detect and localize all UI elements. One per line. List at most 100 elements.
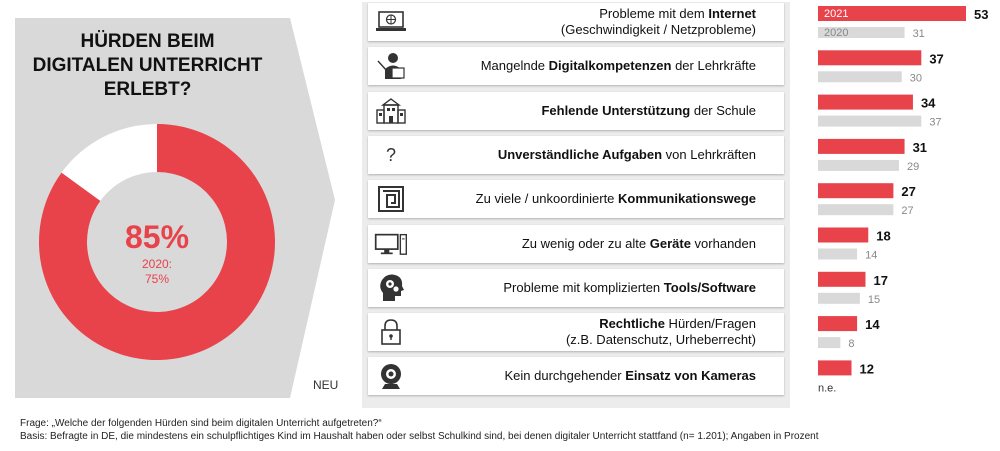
hurdle-label-line2: (Geschwindigkeit / Netzprobleme) bbox=[560, 22, 756, 37]
bar-2020-value-label: 27 bbox=[901, 205, 913, 217]
bar-2021 bbox=[818, 227, 869, 243]
hurdle-label-post: Hürden/Fragen bbox=[664, 316, 756, 332]
hurdle-row: Zu wenig oder zu alte Geräte vorhanden bbox=[368, 224, 784, 263]
hurdle-row: Zu viele / unkoordinierte Kommunikations… bbox=[368, 180, 784, 219]
donut-chart bbox=[39, 124, 276, 360]
hurdle-label-pre: Probleme mit komplizierten bbox=[503, 279, 664, 295]
hurdle-label-bold: Tools/Software bbox=[663, 279, 756, 295]
hurdle-label-line: Kein durchgehender Einsatz von Kameras bbox=[505, 368, 756, 384]
footer-basis: Basis: Befragte in DE, die mindestens ei… bbox=[20, 431, 819, 442]
bar-2020-value-label: 31 bbox=[913, 28, 925, 40]
bar-2021-value-label: 53 bbox=[974, 7, 988, 22]
donut-panel-background: 85% 2020: 75% bbox=[15, 18, 335, 398]
bar-2021-value-label: 18 bbox=[876, 229, 890, 244]
donut-prev-value-label: 75% bbox=[145, 272, 169, 286]
hurdle-label-bold: Rechtliche bbox=[599, 316, 665, 332]
bar-2020 bbox=[818, 159, 899, 171]
bar-2021 bbox=[818, 316, 858, 332]
hurdle-label-pre: Mangelnde bbox=[480, 58, 549, 74]
bar-2020 bbox=[818, 115, 922, 127]
donut-value-label: 85% bbox=[125, 219, 189, 255]
bar-2021 bbox=[818, 138, 905, 154]
donut-slice-rest bbox=[61, 124, 157, 201]
webcam-icon bbox=[374, 361, 408, 391]
bar-2021 bbox=[818, 360, 852, 376]
bar-2020-value-label: n.e. bbox=[818, 382, 836, 394]
svg-text:?: ? bbox=[386, 145, 396, 165]
bar-2020 bbox=[818, 248, 858, 260]
legend-2020-label: 2020 bbox=[824, 27, 848, 39]
hurdle-label-line: Fehlende Unterstützung der Schule bbox=[541, 103, 756, 119]
bar-2020 bbox=[818, 71, 902, 83]
bar-2021-value-label: 14 bbox=[865, 317, 880, 332]
hurdle-label-line: Zu viele / unkoordinierte Kommunikations… bbox=[476, 191, 756, 207]
bar-2021 bbox=[818, 183, 894, 199]
hurdle-row: Mangelnde Digitalkompetenzen der Lehrkrä… bbox=[368, 47, 784, 86]
hurdle-label-post: der Schule bbox=[690, 102, 756, 118]
bar-2021 bbox=[818, 6, 966, 21]
bar-2021-value-label: 31 bbox=[913, 140, 927, 155]
desktop-computer-icon bbox=[374, 229, 408, 259]
hurdle-row: Fehlende Unterstützung der Schule bbox=[368, 91, 784, 130]
hurdle-row: Probleme mit komplizierten Tools/Softwar… bbox=[368, 268, 784, 307]
bar-2020-value-label: 14 bbox=[865, 250, 877, 262]
hurdle-label: Mangelnde Digitalkompetenzen der Lehrkrä… bbox=[396, 47, 756, 85]
hurdle-label-line: Unverständliche Aufgaben von Lehrkräften bbox=[498, 147, 756, 163]
hurdle-label-pre: Probleme mit dem bbox=[599, 6, 709, 21]
bar-2020-value-label: 8 bbox=[848, 338, 854, 350]
bar-2020-value-label: 15 bbox=[868, 294, 880, 306]
footer-question: Frage: „Welche der folgenden Hürden sind… bbox=[20, 418, 382, 429]
bar-2020 bbox=[818, 337, 841, 349]
hurdle-label-post: vorhanden bbox=[690, 235, 756, 251]
legend-2021-label: 2021 bbox=[824, 8, 848, 20]
bar-2020 bbox=[818, 27, 905, 38]
bar-2021 bbox=[818, 271, 866, 287]
hurdle-label-bold: Fehlende Unterstützung bbox=[541, 102, 691, 118]
hurdle-label-post: von Lehrkräften bbox=[662, 146, 756, 162]
hurdle-label-line2: (z.B. Datenschutz, Urheberrecht) bbox=[565, 332, 756, 348]
bar-2021-value-label: 12 bbox=[860, 361, 874, 376]
bar-2020 bbox=[818, 292, 860, 304]
hurdle-label: Probleme mit dem Internet (Geschwindigkei… bbox=[396, 3, 756, 41]
hurdle-label: Fehlende Unterstützung der Schule bbox=[396, 92, 756, 130]
head-gears-icon bbox=[374, 273, 408, 303]
hurdle-label-line: Probleme mit dem Internet bbox=[599, 6, 756, 22]
hurdle-label-bold: Einsatz von Kameras bbox=[625, 368, 756, 384]
hurdle-label-bold: Internet bbox=[708, 6, 756, 21]
hurdle-label-bold: Kommunikationswege bbox=[618, 191, 756, 207]
laptop-globe-icon bbox=[374, 7, 408, 37]
hurdle-label: Rechtliche Hürden/Fragen (z.B. Datenschut… bbox=[396, 313, 756, 351]
bar-2021-value-label: 37 bbox=[929, 51, 943, 66]
bar-2020-value-label: 29 bbox=[907, 161, 919, 173]
hurdle-label-line: Zu wenig oder zu alte Geräte vorhanden bbox=[522, 236, 756, 252]
donut-panel: 85% 2020: 75% HÜRDEN BEIM DIGITALEN UNTE… bbox=[0, 0, 360, 410]
question-mark-icon: ? bbox=[374, 140, 408, 170]
hurdle-label: Zu viele / unkoordinierte Kommunikations… bbox=[396, 180, 756, 218]
footer: Frage: „Welche der folgenden Hürden sind… bbox=[20, 417, 819, 443]
bar-2020 bbox=[818, 204, 894, 216]
hurdle-label-line: Probleme mit komplizierten Tools/Softwar… bbox=[503, 280, 756, 296]
bar-2021-value-label: 34 bbox=[921, 96, 936, 111]
neu-label: NEU bbox=[313, 378, 339, 392]
school-building-icon bbox=[374, 96, 408, 126]
maze-icon bbox=[374, 184, 408, 214]
hurdle-row: Kein durchgehender Einsatz von Kameras bbox=[368, 357, 784, 396]
hurdle-label-line: Mangelnde Digitalkompetenzen der Lehrkrä… bbox=[481, 58, 756, 74]
hurdle-label-pre: Kein durchgehender bbox=[504, 368, 626, 384]
hurdle-label: Probleme mit komplizierten Tools/Softwar… bbox=[396, 269, 756, 307]
hurdle-row: ? Unverständliche Aufgaben von Lehrkräfte… bbox=[368, 135, 784, 174]
hurdle-label-bold: Geräte bbox=[649, 235, 691, 251]
donut-prev-year-label: 2020: bbox=[142, 257, 172, 271]
hurdle-row: Rechtliche Hürden/Fragen (z.B. Datenschut… bbox=[368, 313, 784, 352]
bar-2021 bbox=[818, 94, 913, 110]
teacher-icon bbox=[374, 51, 408, 81]
hurdle-label-pre: Zu viele / unkoordinierte bbox=[475, 191, 619, 207]
hurdle-label: Kein durchgehender Einsatz von Kameras bbox=[396, 357, 756, 395]
hurdle-label-bold: Unverständliche Aufgaben bbox=[497, 146, 663, 162]
padlock-icon bbox=[374, 317, 408, 347]
bar-2021 bbox=[818, 50, 922, 66]
bar-2020-value-label: 30 bbox=[910, 72, 922, 84]
bar-2020-value-label: 37 bbox=[929, 117, 941, 129]
bar-2021-value-label: 17 bbox=[873, 273, 887, 288]
hurdle-label-line: Rechtliche Hürden/Fragen bbox=[599, 316, 756, 332]
